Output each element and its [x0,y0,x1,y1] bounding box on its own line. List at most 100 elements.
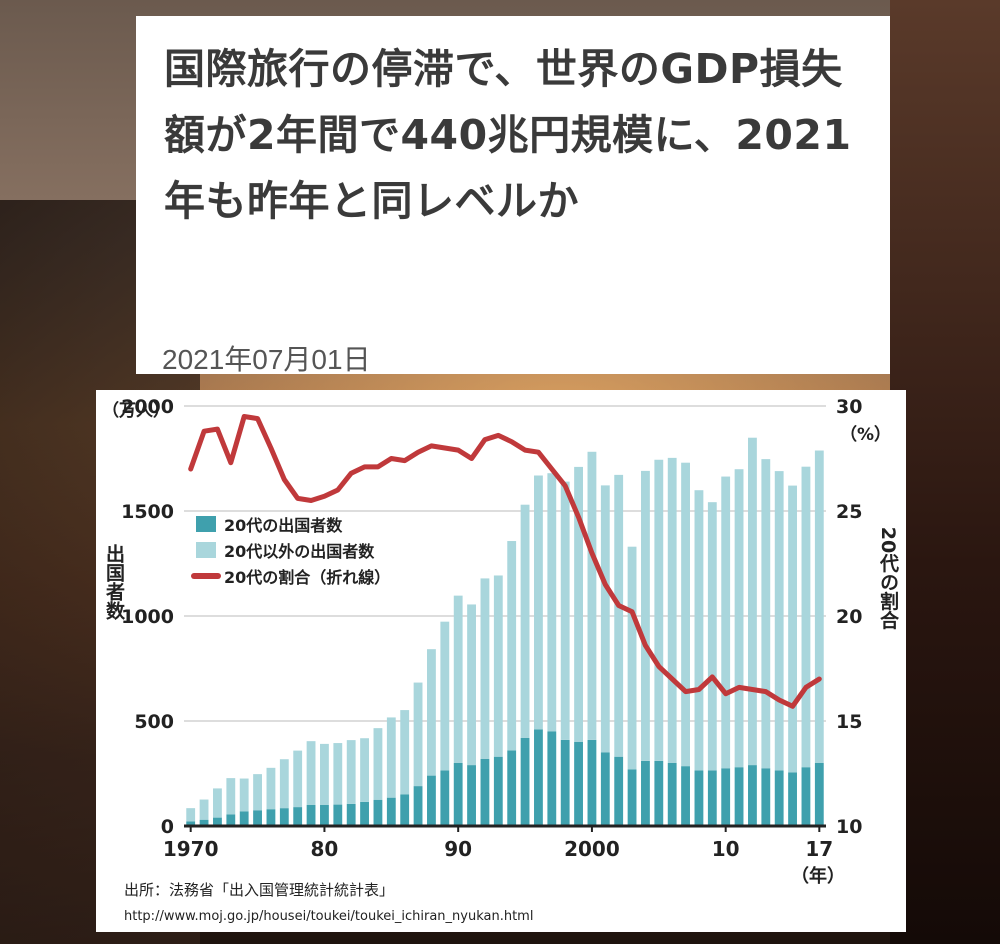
bar-20s-1981 [333,804,343,826]
legend-label-0: 20代の出国者数 [224,516,343,535]
bar-20s-2015 [788,772,797,826]
bar-other-1994 [507,541,517,751]
ratio-point-1996 [537,451,539,453]
bar-other-2015 [788,485,797,773]
bar-other-1995 [520,504,530,738]
bar-other-1997 [547,473,557,732]
bar-other-2003 [627,546,637,770]
bar-other-1999 [574,466,583,742]
bar-20s-1974 [239,811,249,826]
ratio-point-1999 [578,516,580,518]
bar-other-1971 [199,799,209,820]
bar-20s-1978 [293,807,303,826]
background-right-shadow [890,0,1000,944]
ratio-point-1992 [484,439,486,441]
y-left-tick-label: 1500 [121,501,174,523]
ratio-point-1995 [524,449,526,451]
bar-20s-2003 [627,769,637,826]
source-label: 出所：法務省「出入国管理統計統計表」 [124,881,394,899]
article-headline[interactable]: 国際旅行の停滞で、世界のGDP損失額が2年間で440兆円規模に、2021年も昨年… [164,45,852,225]
bar-other-2016 [801,466,811,768]
bar-other-2010 [721,476,731,769]
y-right-tick-label: 20 [836,606,862,628]
source-url: http://www.moj.go.jp/housei/toukei/touke… [124,909,533,924]
bar-other-2001 [600,485,610,753]
bar-20s-1989 [440,770,450,826]
bar-20s-1990 [453,763,463,826]
bar-other-2000 [587,451,597,740]
ratio-point-2003 [631,611,633,613]
article-date: 2021年07月01日 [162,344,371,375]
ratio-point-2012 [751,689,753,690]
ratio-point-1980 [323,495,325,497]
bar-other-1982 [346,740,356,804]
bar-other-1973 [226,778,236,815]
bar-other-1996 [534,475,543,730]
bar-20s-1982 [346,803,356,826]
bar-other-2004 [641,470,650,761]
bar-20s-2004 [641,760,650,826]
legend-swatch-1 [196,542,216,558]
ratio-point-1976 [270,447,272,449]
ratio-point-1974 [243,416,245,417]
ratio-point-2014 [778,699,780,701]
ratio-point-1985 [390,458,392,459]
bar-20s-1970 [186,821,196,826]
bar-other-1976 [266,767,276,810]
ratio-point-2017 [818,678,820,680]
bar-other-1989 [440,621,450,771]
ratio-point-1988 [430,445,432,447]
x-tick-label: 10 [712,837,740,861]
bar-20s-2000 [587,739,597,826]
ratio-point-1970 [190,468,192,470]
bar-20s-1971 [199,819,209,826]
y-left-tick-label: 1000 [121,606,174,628]
bar-other-1985 [386,717,396,798]
bar-other-2002 [614,474,624,757]
bar-other-2007 [681,462,690,767]
legend-label-2: 20代の割合（折れ線） [224,568,390,587]
bar-20s-1998 [560,739,570,826]
legend-swatch-0 [196,516,216,532]
bar-20s-1992 [480,758,490,826]
ratio-point-1973 [230,462,232,464]
bar-other-1988 [427,649,436,776]
ratio-point-1981 [337,489,339,491]
ratio-point-1971 [203,430,205,432]
y-left-tick-label: 2000 [121,396,174,418]
ratio-point-2000 [591,552,593,554]
ratio-point-2009 [711,676,713,678]
bar-20s-1991 [467,765,476,826]
bar-other-2017 [814,450,824,763]
ratio-point-1979 [310,500,312,501]
bar-20s-2006 [667,763,677,826]
bar-other-1970 [186,808,196,822]
headline-card: 国際旅行の停滞で、世界のGDP損失額が2年間で440兆円規模に、2021年も昨年… [136,16,890,375]
bar-20s-1997 [547,731,557,826]
ratio-point-2001 [604,584,606,585]
bar-other-1993 [493,575,503,757]
bar-20s-1999 [574,742,583,826]
bar-20s-2017 [814,763,824,826]
y-right-tick-label: 25 [836,501,862,523]
ratio-point-1978 [297,497,299,499]
y-left-tick-label: 500 [134,711,174,733]
ratio-point-1990 [457,449,459,451]
ratio-point-2005 [658,665,660,667]
x-unit-label: （年） [791,865,845,887]
y-right-tick-label: 30 [836,396,862,418]
bar-20s-2005 [654,760,664,826]
ratio-point-1984 [377,466,379,468]
ratio-point-1987 [417,451,419,453]
bar-20s-1988 [427,775,436,826]
bar-other-2009 [707,502,717,771]
legend-label-1: 20代以外の出国者数 [224,542,375,561]
bar-20s-1993 [493,756,503,826]
bar-other-2012 [748,437,757,766]
bar-other-1975 [253,774,262,811]
ratio-point-2004 [644,644,646,646]
ratio-point-2010 [725,693,727,695]
bar-other-1980 [320,743,329,805]
bar-20s-2010 [721,768,731,826]
bar-20s-1973 [226,814,236,826]
